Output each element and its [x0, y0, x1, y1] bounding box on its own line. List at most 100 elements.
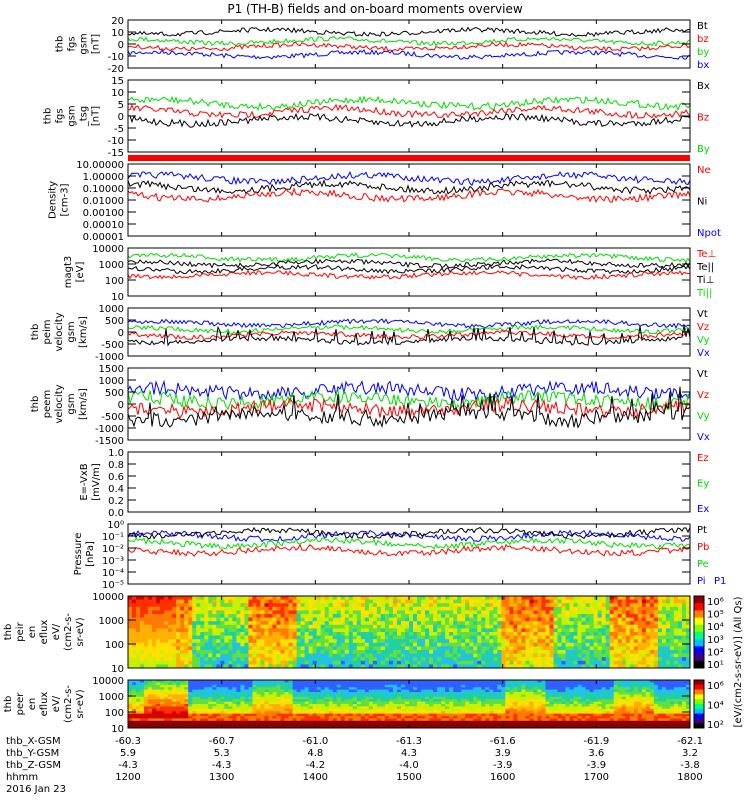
spectrogram-cell — [184, 599, 189, 604]
spectrogram-cell — [581, 617, 587, 622]
spectrogram-cell — [661, 628, 667, 633]
spectrogram-cell — [517, 617, 522, 622]
spectrogram-cell — [288, 628, 293, 633]
spectrogram-cell — [316, 699, 322, 702]
spectrogram-cell — [144, 699, 149, 702]
spectrogram-cell — [525, 606, 530, 611]
spectrogram-cell — [461, 628, 466, 633]
spectrogram-cell — [356, 701, 362, 705]
spectrogram-cell — [617, 610, 623, 615]
spectrogram-cell — [400, 664, 406, 669]
spectrogram-cell — [240, 689, 245, 693]
spectrogram-cell — [316, 716, 322, 719]
spectrogram-cell — [653, 664, 659, 669]
spectrogram-cell — [344, 599, 350, 604]
spectrogram-cell — [376, 635, 382, 640]
spectrogram-cell — [465, 696, 470, 700]
spectrogram-cell — [328, 639, 334, 644]
spectrogram-cell — [332, 687, 338, 690]
spectrogram-cell — [517, 653, 522, 658]
spectrogram-cell — [681, 596, 687, 600]
spectrogram-cell — [316, 599, 322, 604]
spectrogram-cell — [380, 687, 386, 690]
spectrogram-cell — [312, 713, 318, 717]
spectrogram-cell — [152, 610, 157, 615]
spectrogram-cell — [425, 599, 430, 604]
spectrogram-cell — [485, 596, 490, 600]
spectrogram-cell — [180, 711, 185, 714]
spectrogram-cell — [461, 699, 466, 702]
spectrogram-cell — [513, 664, 518, 669]
spectrogram-cell — [661, 621, 667, 626]
spectrogram-cell — [569, 628, 574, 633]
y-axis-label-line: [mV/m] — [91, 463, 102, 501]
spectrogram-cell — [264, 596, 269, 600]
spectrogram-cell — [284, 653, 289, 658]
spectrogram-cell — [228, 692, 233, 695]
spectrogram-cell — [521, 606, 526, 611]
spectrogram-cell — [192, 689, 197, 693]
spectrogram-cell — [433, 687, 438, 690]
spectrogram-cell — [513, 599, 518, 604]
spectrogram-cell — [421, 682, 426, 686]
spectrogram-cell — [473, 706, 478, 710]
spectrogram-cell — [244, 723, 249, 726]
spectrogram-cell — [320, 596, 326, 600]
spectrogram-cell — [244, 694, 249, 698]
spectrogram-cell — [649, 606, 655, 611]
spectrogram-cell — [188, 646, 193, 651]
spectrogram-cell — [649, 596, 655, 600]
spectrogram-cell — [409, 701, 414, 705]
spectrogram-cell — [629, 624, 635, 629]
spectrogram-cell — [581, 646, 587, 651]
spectrogram-cell — [400, 599, 406, 604]
spectrogram-cell — [336, 684, 342, 688]
spectrogram-cell — [328, 704, 334, 707]
spectrogram-cell — [529, 599, 534, 604]
spectrogram-cell — [156, 718, 161, 722]
spectrogram-cell — [481, 720, 486, 724]
spectrogram-cell — [413, 699, 418, 702]
spectrogram-cell — [340, 664, 346, 669]
spectrogram-cell — [364, 628, 370, 633]
spectrogram-cell — [396, 680, 402, 683]
spectrogram-cell — [164, 687, 169, 690]
spectrogram-cell — [228, 718, 233, 722]
spectrogram-cell — [136, 660, 141, 665]
spectrogram-cell — [284, 617, 289, 622]
spectrogram-cell — [144, 713, 149, 717]
spectrogram-cell — [400, 603, 406, 608]
spectrogram-cell — [344, 725, 350, 729]
spectrogram-cell — [172, 708, 177, 712]
spectrogram-cell — [589, 610, 595, 615]
spectrogram-cell — [200, 699, 205, 702]
spectrogram-cell — [352, 684, 358, 688]
spectrogram-cell — [409, 599, 414, 604]
spectrogram-cell — [204, 706, 209, 710]
spectrogram-cell — [260, 664, 265, 669]
spectrogram-cell — [328, 699, 334, 702]
legend-Ey: Ey — [697, 479, 709, 490]
spectrogram-cell — [144, 725, 149, 729]
spectrogram-cell — [160, 718, 165, 722]
spectrogram-cell — [196, 711, 201, 714]
spectrogram-cell — [304, 606, 310, 611]
spectrogram-cell — [433, 635, 438, 640]
spectrogram-cell — [196, 706, 201, 710]
spectrogram-cell — [336, 610, 342, 615]
spectrogram-cell — [469, 689, 474, 693]
spectrogram-cell — [453, 720, 458, 724]
y-tick-label: 0.00001 — [83, 232, 124, 243]
spectrogram-cell — [228, 696, 233, 700]
spectrogram-cell — [645, 617, 651, 622]
spectrogram-cell — [168, 617, 173, 622]
spectrogram-cell — [308, 628, 314, 633]
spectrogram-cell — [481, 701, 486, 705]
spectrogram-cell — [477, 646, 482, 651]
spectrogram-cell — [509, 610, 514, 615]
spectrogram-cell — [208, 701, 213, 705]
spectrogram-cell — [441, 713, 446, 717]
spectrogram-cell — [617, 628, 623, 633]
spectrogram-cell — [276, 694, 281, 698]
spectrogram-cell — [240, 716, 245, 719]
